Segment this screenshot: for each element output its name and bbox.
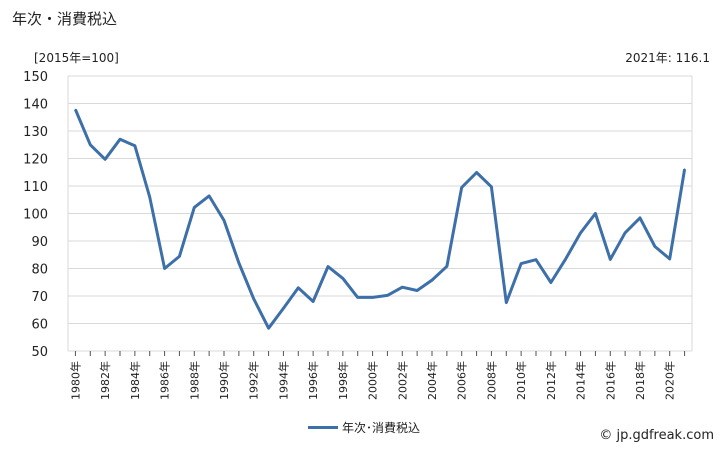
data-point (401, 286, 404, 289)
data-point (163, 267, 166, 270)
x-tick-label: 1990年 (217, 361, 231, 400)
x-tick-label: 1988年 (187, 361, 201, 400)
x-tick-label: 1996年 (306, 361, 320, 400)
data-point (74, 108, 77, 111)
data-point (594, 212, 597, 215)
data-point (609, 258, 612, 261)
x-tick-label: 1992年 (247, 361, 261, 400)
data-point (490, 186, 493, 188)
y-tick-label: 120 (23, 153, 48, 168)
x-tick-label: 2006年 (455, 361, 469, 400)
data-point (223, 219, 225, 222)
data-point (683, 168, 686, 171)
latest-value-label: 2021年: 116.1 (625, 51, 710, 65)
data-point (178, 255, 181, 258)
y-unit-label: [2015年=100] (34, 51, 119, 65)
y-tick-label: 70 (31, 290, 48, 305)
legend-swatch (308, 426, 338, 429)
data-point (89, 143, 92, 146)
y-tick-label: 100 (23, 208, 48, 223)
x-tick-label: 1994年 (276, 361, 290, 400)
data-point (267, 327, 270, 329)
data-point (371, 296, 374, 299)
data-point (356, 296, 359, 299)
data-point (431, 279, 433, 281)
data-point (535, 258, 537, 261)
y-tick-label: 80 (31, 263, 48, 278)
y-axis-ticks: 50 60 70 80 90 100 110 120 130 140 150 (23, 70, 48, 360)
data-point (312, 300, 314, 303)
data-point (520, 262, 522, 265)
x-tick-label: 1982年 (98, 361, 112, 400)
data-point (579, 231, 582, 234)
x-tick-label: 2000年 (366, 361, 380, 400)
x-tick-label: 2010年 (514, 361, 528, 400)
data-point (193, 206, 196, 209)
y-tick-label: 60 (31, 318, 48, 333)
data-point (134, 145, 136, 147)
data-point (342, 277, 344, 280)
y-tick-label: 50 (31, 345, 48, 360)
y-tick-label: 140 (23, 98, 48, 113)
gridlines (67, 75, 693, 352)
x-tick-label: 2014年 (574, 361, 588, 400)
data-point (668, 258, 671, 260)
data-point (654, 245, 656, 248)
y-tick-label: 150 (23, 70, 48, 85)
credit-text: © jp.gdfreak.com (599, 428, 714, 443)
data-point (386, 294, 389, 297)
data-point (252, 297, 255, 300)
series-line (74, 108, 687, 330)
data-point (475, 171, 478, 174)
legend-label: 年次･消費税込 (342, 421, 421, 435)
x-tick-label: 2002年 (395, 361, 409, 400)
data-point (416, 289, 418, 292)
chart-title: 年次・消費税込 (12, 10, 118, 28)
data-point (327, 265, 329, 268)
y-tick-label: 110 (23, 180, 48, 195)
x-tick-label: 1986年 (158, 361, 172, 400)
data-point (505, 301, 508, 304)
data-point (639, 217, 641, 219)
x-tick-label: 2016年 (603, 361, 617, 400)
x-tick-label: 1998年 (336, 361, 350, 400)
data-point (624, 231, 626, 234)
data-point (282, 307, 285, 310)
series-group (74, 108, 687, 330)
data-point (550, 281, 552, 284)
data-point (238, 262, 240, 264)
data-point (446, 265, 448, 268)
x-tick-label: 1980年 (68, 361, 82, 400)
x-tick-label: 2004年 (425, 361, 439, 400)
y-tick-label: 90 (31, 235, 48, 250)
data-point (208, 195, 210, 197)
x-tick-label: 1984年 (128, 361, 142, 400)
data-point (564, 258, 567, 260)
x-tick-label: 2012年 (544, 361, 558, 400)
data-point (119, 138, 121, 141)
x-axis-ticks: 1980年 1982年 1984年 1986年 1988年 1990年 1992年 1994年… (68, 351, 686, 400)
data-point (297, 286, 300, 289)
legend: 年次･消費税込 (308, 419, 420, 436)
y-tick-label: 130 (23, 125, 48, 140)
x-tick-label: 2008年 (484, 361, 498, 400)
x-tick-label: 2018年 (633, 361, 647, 400)
x-tick-label: 2020年 (663, 361, 677, 400)
data-point (104, 158, 106, 161)
data-point (460, 186, 463, 189)
data-point (148, 196, 151, 198)
